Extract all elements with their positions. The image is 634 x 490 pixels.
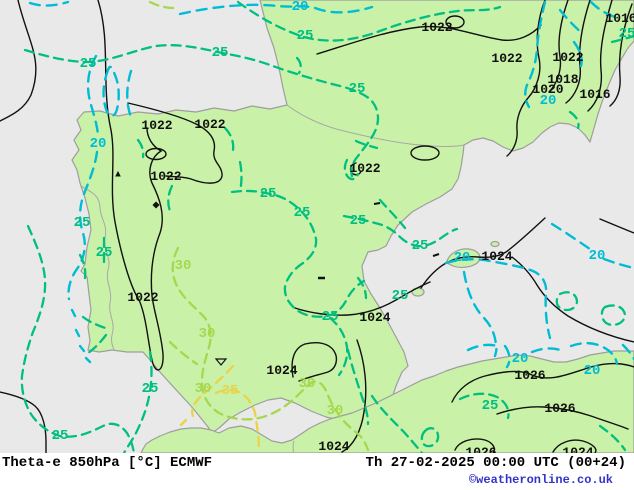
- contour-label-20: 20: [540, 93, 557, 109]
- contour-label-25: 25: [349, 81, 366, 97]
- contour-label-25: 25: [297, 28, 314, 44]
- island-mallorca: [446, 248, 481, 268]
- contour-label-25: 25: [482, 398, 499, 414]
- contour-label-1026: 1026: [465, 445, 496, 453]
- theta35-contours: [179, 364, 261, 452]
- contour-label-25: 25: [212, 45, 229, 61]
- contour-label-20: 20: [589, 248, 606, 264]
- contour-label-30: 30: [195, 381, 212, 397]
- copyright-link[interactable]: ©weatheronline.co.uk: [468, 473, 613, 487]
- contour-label-1022: 1022: [150, 169, 181, 184]
- contour-label-35: 35: [222, 383, 239, 399]
- contour-label-1022: 1022: [349, 161, 380, 176]
- contour-label-20: 20: [584, 363, 601, 379]
- landmasses: [71, 0, 634, 453]
- contour-label-1026: 1026: [544, 401, 575, 416]
- contour-label-1024: 1024: [266, 363, 297, 378]
- island-menorca: [490, 240, 500, 248]
- dash-marker: [373, 202, 381, 205]
- contour-label-30: 30: [327, 403, 344, 419]
- contour-label-25: 25: [260, 186, 277, 202]
- map-title: Theta-e 850hPa [°C] ECMWF: [2, 455, 213, 471]
- contour-label-25: 25: [74, 215, 91, 231]
- peak-marker: [115, 170, 121, 177]
- contour-label-25: 25: [294, 205, 311, 221]
- contour-label-20: 20: [292, 0, 309, 15]
- contour-label-1022: 1022: [194, 117, 225, 132]
- contour-label-20: 20: [454, 250, 471, 266]
- contour-label-1024: 1024: [318, 439, 349, 453]
- contour-label-25: 25: [619, 26, 634, 42]
- bottom-bar: Theta-e 850hPa [°C] ECMWF Th 27-02-2025 …: [0, 453, 634, 490]
- border-portugal-spain: [80, 185, 115, 351]
- weather-map: 1022 1022 1022 1022 1022 1022 1022 1022 10181020…: [0, 0, 634, 453]
- contour-label-20: 20: [512, 351, 529, 367]
- contour-label-25: 25: [412, 238, 429, 254]
- border-france-spain: [286, 104, 465, 148]
- contour-label-30: 30: [299, 376, 316, 392]
- contour-label-1016: 1016: [579, 87, 610, 102]
- contour-label-1024: 1024: [359, 310, 390, 325]
- border-morocco-algeria: [292, 440, 295, 453]
- contour-label-1016: 1016: [605, 11, 634, 26]
- contour-label-1022: 1022: [127, 290, 158, 305]
- map-markers: [115, 170, 440, 366]
- contour-label-1022: 1022: [421, 20, 452, 35]
- contour-label-25: 25: [392, 288, 409, 304]
- theta30-contours: [148, 0, 370, 452]
- contour-label-1024: 1024: [562, 445, 593, 453]
- contour-label-25: 25: [322, 309, 339, 325]
- theta25-contours: [20, 0, 634, 453]
- contour-label-1026: 1026: [514, 368, 545, 383]
- triangle-marker: [214, 358, 228, 366]
- contour-labels: 1022 1022 1022 1022 1022 1022 1022 1022 10181020…: [52, 0, 634, 453]
- contour-label-1018: 1018: [547, 72, 578, 87]
- contour-label-1022: 1022: [141, 118, 172, 133]
- contour-label-30: 30: [175, 258, 192, 274]
- theta20-contours: [28, 0, 634, 369]
- contour-label-25: 25: [350, 213, 367, 229]
- contour-label-1024: 1024: [481, 249, 512, 264]
- dash-marker: [432, 253, 440, 257]
- contour-label-20: 20: [90, 136, 107, 152]
- contour-label-25: 25: [142, 381, 159, 397]
- contour-label-30: 30: [199, 326, 216, 342]
- contour-label-25: 25: [52, 428, 69, 444]
- contour-label-1022: 1022: [552, 50, 583, 65]
- contour-label-1020: 1020: [532, 82, 563, 97]
- land-africa: [140, 350, 634, 453]
- contour-label-25: 25: [96, 245, 113, 261]
- land-iberia-france: [71, 0, 634, 434]
- contour-label-1022: 1022: [491, 51, 522, 66]
- map-timestamp: Th 27-02-2025 00:00 UTC (00+24): [365, 455, 626, 471]
- contour-label-25: 25: [80, 56, 97, 72]
- diamond-marker: [152, 201, 160, 209]
- country-borders: [80, 104, 465, 453]
